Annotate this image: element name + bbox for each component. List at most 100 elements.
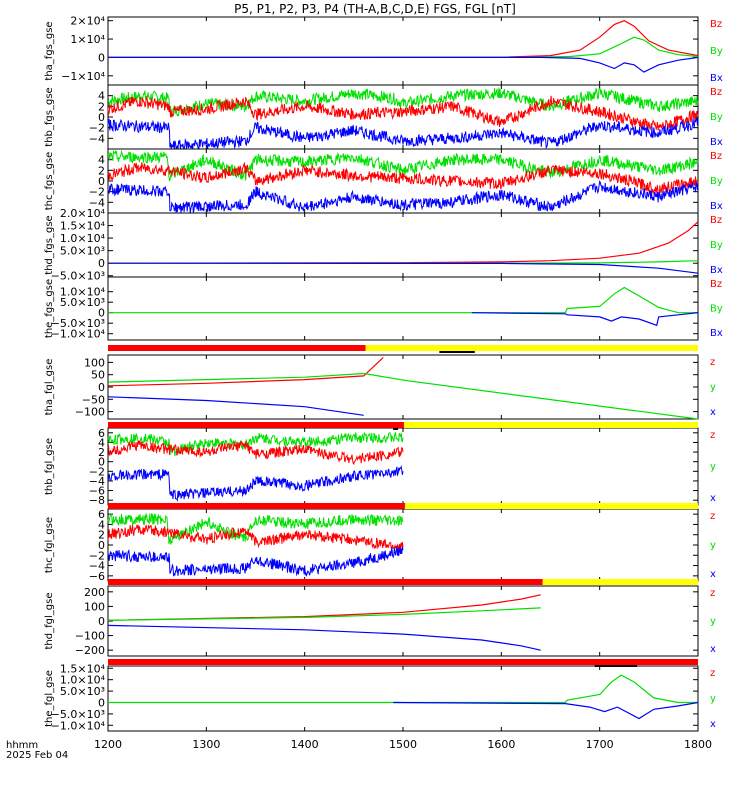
y-tick-label: 0 xyxy=(98,175,105,188)
y-tick-label: −2 xyxy=(89,186,105,199)
legend-label: z xyxy=(710,430,715,441)
y-tick-label: −1.0×10⁴ xyxy=(51,328,106,341)
legend-label: Bz xyxy=(710,279,722,290)
series-line-By xyxy=(107,87,699,119)
panel-ylabel: the_fgs_gse xyxy=(44,279,55,338)
legend-label: Bx xyxy=(710,137,723,148)
y-tick-label: 4 xyxy=(98,154,105,167)
panel-ylabel: thc_fgs_gse xyxy=(44,152,55,211)
x-tick-label: 1700 xyxy=(586,738,614,751)
y-tick-label: −1.0×10⁴ xyxy=(51,719,106,732)
y-tick-label: −5.0×10³ xyxy=(51,708,105,721)
x-tick-label: 1400 xyxy=(291,738,319,751)
y-tick-label: −4 xyxy=(89,560,105,573)
time-axis-label: hhmm xyxy=(6,740,39,751)
y-tick-label: −200 xyxy=(75,644,105,657)
legend-label: Bx xyxy=(710,73,723,84)
y-tick-label: 1.5×10⁴ xyxy=(60,220,106,233)
series-line-By xyxy=(108,286,698,314)
y-tick-label: −5.0×10³ xyxy=(51,317,105,330)
y-tick-label: −6 xyxy=(89,570,105,583)
series-line-y xyxy=(107,607,541,621)
y-tick-label: 5.0×10³ xyxy=(60,296,105,309)
series-line-By xyxy=(108,36,699,59)
legend-label: x xyxy=(710,719,716,730)
legend-label: Bx xyxy=(710,265,723,276)
series-line-Bz xyxy=(107,161,699,197)
panel-ylabel: thb_fgl_gse xyxy=(44,438,55,495)
legend-label: y xyxy=(710,540,716,551)
series-line-y xyxy=(107,512,404,545)
status-bar-segment xyxy=(365,345,698,351)
y-tick-label: −100 xyxy=(75,630,105,643)
legend-label: x xyxy=(710,493,716,504)
y-tick-label: 4 xyxy=(98,518,105,531)
plot-title: P5, P1, P2, P3, P4 (TH-A,B,C,D,E) FGS, F… xyxy=(234,2,516,16)
series-line-Bx xyxy=(107,262,699,274)
legend-label: By xyxy=(710,304,723,315)
panel-frame xyxy=(107,276,699,341)
y-tick-label: 200 xyxy=(84,586,105,599)
series-line-Bx xyxy=(107,180,699,213)
series-line-z xyxy=(107,357,384,387)
y-tick-label: 2×10⁴ xyxy=(70,15,105,28)
panel-frame xyxy=(107,16,699,86)
panel-frame xyxy=(107,585,699,657)
series-line-z xyxy=(107,594,541,621)
series-line-x xyxy=(107,546,404,577)
series-line-y xyxy=(108,674,698,704)
legend-label: y xyxy=(710,694,716,705)
legend-label: Bz xyxy=(710,215,722,226)
y-tick-label: −5.0×10³ xyxy=(51,270,105,283)
series-line-x xyxy=(107,396,364,416)
legend-label: x xyxy=(710,569,716,580)
y-tick-label: −2 xyxy=(89,465,105,478)
y-tick-label: −8 xyxy=(89,494,105,507)
status-bar-segment xyxy=(108,345,366,351)
y-tick-label: −2 xyxy=(89,122,105,135)
series-line-x xyxy=(393,701,699,720)
status-bar-segment xyxy=(108,422,404,428)
legend-label: y xyxy=(710,462,716,473)
status-bar-segment xyxy=(108,503,405,509)
y-tick-label: −4 xyxy=(89,132,105,145)
y-tick-label: 0 xyxy=(98,307,105,320)
y-tick-label: 4 xyxy=(98,90,105,103)
status-bar-segment xyxy=(108,579,543,585)
series-line-x xyxy=(107,624,541,651)
x-tick-label: 1500 xyxy=(389,738,417,751)
y-tick-label: 4 xyxy=(98,436,105,449)
status-bar-mark xyxy=(393,428,399,430)
status-bar-segment xyxy=(403,422,698,428)
y-tick-label: 1×10⁴ xyxy=(70,33,105,46)
y-tick-label: −4 xyxy=(89,196,105,209)
status-bar-segment xyxy=(542,579,698,585)
y-tick-label: −50 xyxy=(82,393,105,406)
panel-ylabel: thd_fgl_gse xyxy=(44,593,55,650)
y-tick-label: 0 xyxy=(98,615,105,628)
status-bar-segment xyxy=(108,659,698,665)
y-tick-label: 0 xyxy=(98,111,105,124)
series-line-Bz xyxy=(107,221,699,264)
y-tick-label: 1.0×10⁴ xyxy=(60,674,106,687)
y-tick-label: 0 xyxy=(98,539,105,552)
x-tick-label: 1800 xyxy=(684,738,712,751)
legend-label: Bz xyxy=(710,151,722,162)
x-tick-label: 1300 xyxy=(192,738,220,751)
y-tick-label: 0 xyxy=(98,456,105,469)
y-tick-label: 1.5×10⁴ xyxy=(60,662,106,675)
y-tick-label: 6 xyxy=(98,508,105,521)
x-tick-label: 1200 xyxy=(94,738,122,751)
y-tick-label: 2 xyxy=(98,164,105,177)
y-tick-label: 0 xyxy=(98,257,105,270)
y-tick-label: 0 xyxy=(98,381,105,394)
y-tick-label: −6 xyxy=(89,485,105,498)
y-tick-label: −2 xyxy=(89,549,105,562)
y-tick-label: 100 xyxy=(84,600,105,613)
status-bar-segment xyxy=(404,503,698,509)
series-line-z xyxy=(107,439,404,465)
panel-ylabel: thc_fgl_gse xyxy=(44,517,55,573)
series-line-z xyxy=(107,524,404,553)
y-tick-label: 5.0×10³ xyxy=(60,685,105,698)
